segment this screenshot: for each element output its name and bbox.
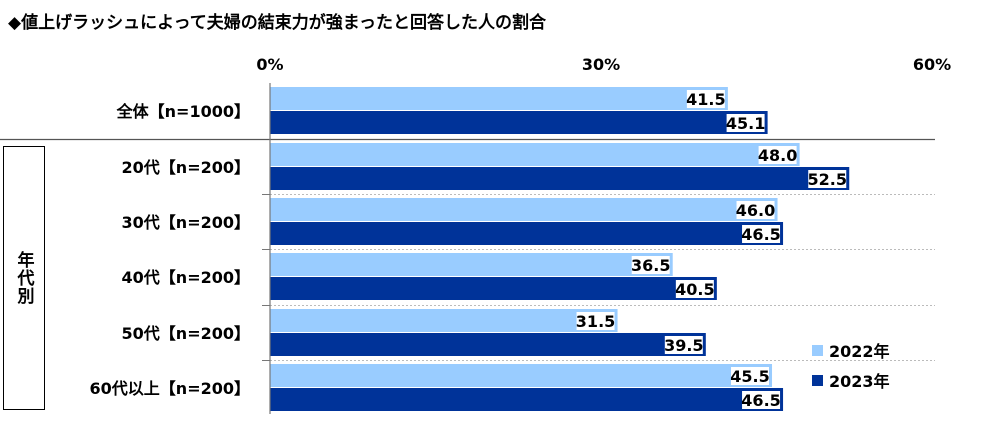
bar-2022年 (270, 143, 800, 166)
category-label: 30代【n=200】 (122, 213, 250, 232)
data-label: 36.5 (631, 256, 670, 275)
data-label-bg (675, 280, 714, 298)
data-label: 46.5 (741, 391, 780, 410)
bar-2023年 (270, 277, 717, 300)
data-label-bg (664, 336, 703, 354)
data-label: 46.5 (741, 225, 780, 244)
data-label: 46.0 (736, 201, 775, 220)
bar-2022年 (270, 198, 778, 221)
x-tick-label: 60% (913, 55, 951, 74)
category-label: 40代【n=200】 (122, 268, 250, 287)
bar-2022年 (270, 309, 618, 332)
category-label: 全体【n=1000】 (116, 102, 250, 121)
data-label: 41.5 (686, 90, 725, 109)
bar-2022年 (270, 364, 773, 387)
data-label-bg (731, 367, 770, 385)
age-group-box: 年代別 (3, 146, 45, 410)
bar-2022年 (270, 87, 728, 110)
legend-label: 2022年 (829, 342, 890, 361)
bar-2023年 (270, 222, 784, 245)
bar-2023年 (270, 167, 850, 190)
data-label: 52.5 (808, 170, 847, 189)
data-label-bg (726, 114, 765, 132)
data-label: 39.5 (664, 336, 703, 355)
data-label: 31.5 (576, 312, 615, 331)
data-label-bg (576, 312, 615, 330)
category-label: 60代以上【n=200】 (90, 379, 250, 398)
bar-2022年 (270, 253, 673, 276)
data-label-bg (631, 256, 670, 274)
category-label: 50代【n=200】 (122, 324, 250, 343)
legend-swatch (812, 345, 823, 356)
data-label-bg (736, 201, 775, 219)
data-label: 48.0 (758, 146, 797, 165)
data-label: 40.5 (675, 280, 714, 299)
bar-2023年 (270, 111, 768, 134)
bar-2023年 (270, 388, 784, 411)
chart-title: ◆値上げラッシュによって夫婦の結束力が強まったと回答した人の割合 (8, 13, 547, 33)
category-label: 20代【n=200】 (122, 158, 250, 177)
data-label-bg (758, 146, 797, 164)
age-group-label: 年代別 (13, 251, 34, 305)
data-label-bg (686, 90, 725, 108)
data-label-bg (742, 225, 781, 243)
data-label-bg (808, 170, 847, 188)
legend-label: 2023年 (829, 372, 890, 391)
bar-2023年 (270, 333, 706, 356)
legend-swatch (812, 375, 823, 386)
data-label: 45.1 (726, 114, 765, 133)
data-label-bg (742, 391, 781, 409)
x-tick-label: 30% (582, 55, 620, 74)
data-label: 45.5 (730, 367, 769, 386)
x-tick-label: 0% (256, 55, 283, 74)
